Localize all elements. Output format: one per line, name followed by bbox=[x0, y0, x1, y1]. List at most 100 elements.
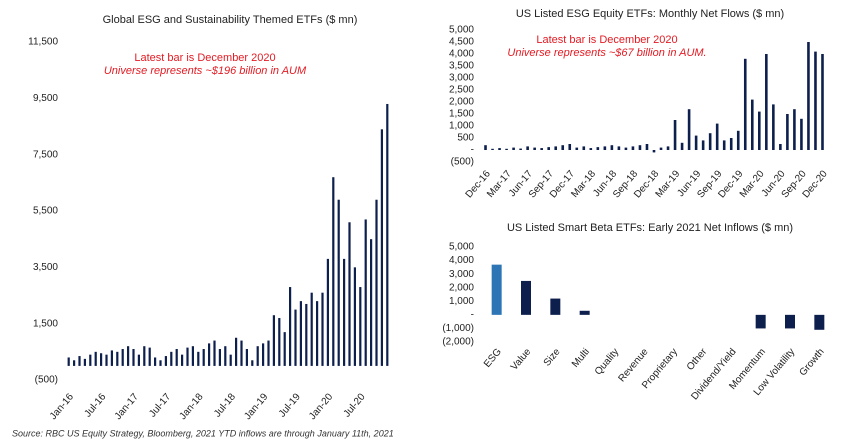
bar bbox=[821, 54, 824, 150]
x-tick-label: Jul-18 bbox=[212, 391, 238, 419]
y-tick-label: 9,500 bbox=[33, 93, 58, 104]
bar bbox=[722, 140, 726, 150]
bar bbox=[491, 264, 502, 315]
x-tick-label: Jul-20 bbox=[342, 391, 368, 419]
bar bbox=[603, 146, 607, 150]
bar bbox=[272, 315, 275, 366]
bar bbox=[484, 145, 487, 150]
x-tick-label: Jan-16 bbox=[48, 391, 76, 422]
bar bbox=[321, 292, 324, 366]
bar bbox=[78, 356, 81, 366]
bar bbox=[148, 347, 151, 366]
bar bbox=[505, 148, 508, 150]
bar bbox=[807, 42, 810, 150]
y-tick-label: 3,000 bbox=[449, 73, 474, 84]
bar bbox=[332, 177, 335, 366]
bar bbox=[512, 147, 515, 150]
bar bbox=[758, 111, 761, 150]
bar bbox=[137, 354, 140, 366]
bar bbox=[380, 129, 383, 366]
bar bbox=[256, 346, 259, 366]
bar bbox=[673, 120, 677, 150]
x-tick-label: Size bbox=[542, 346, 563, 368]
bar bbox=[159, 360, 162, 366]
chart-title: Global ESG and Sustainability Themed ETF… bbox=[103, 14, 358, 26]
y-tick-label: 2,000 bbox=[449, 97, 474, 108]
bar bbox=[743, 58, 747, 150]
y-tick-label: 5,000 bbox=[449, 25, 474, 36]
bar bbox=[786, 114, 789, 150]
bar bbox=[89, 354, 92, 366]
bar bbox=[208, 343, 211, 366]
bar bbox=[213, 340, 216, 366]
bar bbox=[305, 303, 308, 366]
y-tick-label: (500) bbox=[451, 157, 474, 168]
bar bbox=[116, 351, 119, 366]
y-tick-label: 3,500 bbox=[33, 262, 58, 273]
bar bbox=[353, 267, 356, 366]
bar bbox=[694, 135, 698, 150]
bar bbox=[687, 109, 691, 150]
bar bbox=[170, 351, 173, 366]
bar bbox=[645, 144, 649, 150]
annotation: Latest bar is December 2020 bbox=[134, 52, 275, 64]
bar bbox=[310, 292, 313, 366]
bar bbox=[343, 258, 346, 366]
bar bbox=[547, 147, 550, 150]
bar bbox=[186, 347, 189, 366]
y-tick-label: 4,000 bbox=[449, 49, 474, 60]
bar bbox=[251, 360, 254, 366]
y-tick-label: 4,500 bbox=[449, 37, 474, 48]
bar bbox=[533, 147, 536, 150]
bar bbox=[289, 287, 292, 366]
bar bbox=[666, 146, 670, 150]
bar bbox=[294, 309, 297, 366]
bar bbox=[337, 199, 340, 366]
bar bbox=[100, 353, 103, 366]
bar bbox=[197, 351, 200, 366]
bar bbox=[224, 346, 227, 366]
bar bbox=[191, 346, 194, 366]
y-tick-label: (500) bbox=[35, 375, 58, 386]
bar bbox=[659, 147, 663, 150]
bar bbox=[785, 314, 795, 329]
bar bbox=[589, 148, 593, 150]
bar bbox=[715, 123, 719, 150]
bar bbox=[561, 145, 565, 150]
bar bbox=[575, 147, 579, 150]
bar bbox=[736, 130, 740, 150]
y-tick-label: - bbox=[471, 145, 474, 156]
bar bbox=[127, 346, 130, 366]
y-tick-label: (2,000) bbox=[442, 337, 474, 348]
annotation: Universe represents ~$67 billion in AUM. bbox=[507, 47, 706, 59]
bar bbox=[202, 349, 205, 366]
bar bbox=[105, 354, 108, 366]
y-tick-label: 1,000 bbox=[449, 296, 474, 307]
bar bbox=[554, 146, 558, 150]
bar bbox=[750, 99, 754, 150]
y-tick-label: 3,000 bbox=[449, 269, 474, 280]
bar bbox=[348, 222, 351, 366]
bar bbox=[143, 346, 146, 366]
bar bbox=[800, 118, 803, 150]
y-tick-label: 5,000 bbox=[449, 242, 474, 253]
bar bbox=[278, 318, 281, 366]
bar bbox=[370, 239, 373, 366]
bar bbox=[498, 148, 501, 150]
y-tick-label: 4,000 bbox=[449, 255, 474, 266]
y-tick-label: 1,500 bbox=[449, 109, 474, 120]
annotation: Latest bar is December 2020 bbox=[536, 34, 677, 46]
bar bbox=[521, 280, 531, 315]
bar bbox=[680, 142, 684, 150]
x-tick-label: Other bbox=[685, 346, 710, 373]
bar bbox=[154, 357, 157, 366]
y-tick-label: 1,500 bbox=[33, 318, 58, 329]
y-tick-label: 5,500 bbox=[33, 206, 58, 217]
bar bbox=[164, 356, 167, 366]
bar bbox=[326, 258, 329, 366]
y-tick-label: 7,500 bbox=[33, 149, 58, 160]
bar bbox=[316, 301, 319, 366]
bar bbox=[582, 146, 586, 150]
bar bbox=[772, 104, 775, 150]
